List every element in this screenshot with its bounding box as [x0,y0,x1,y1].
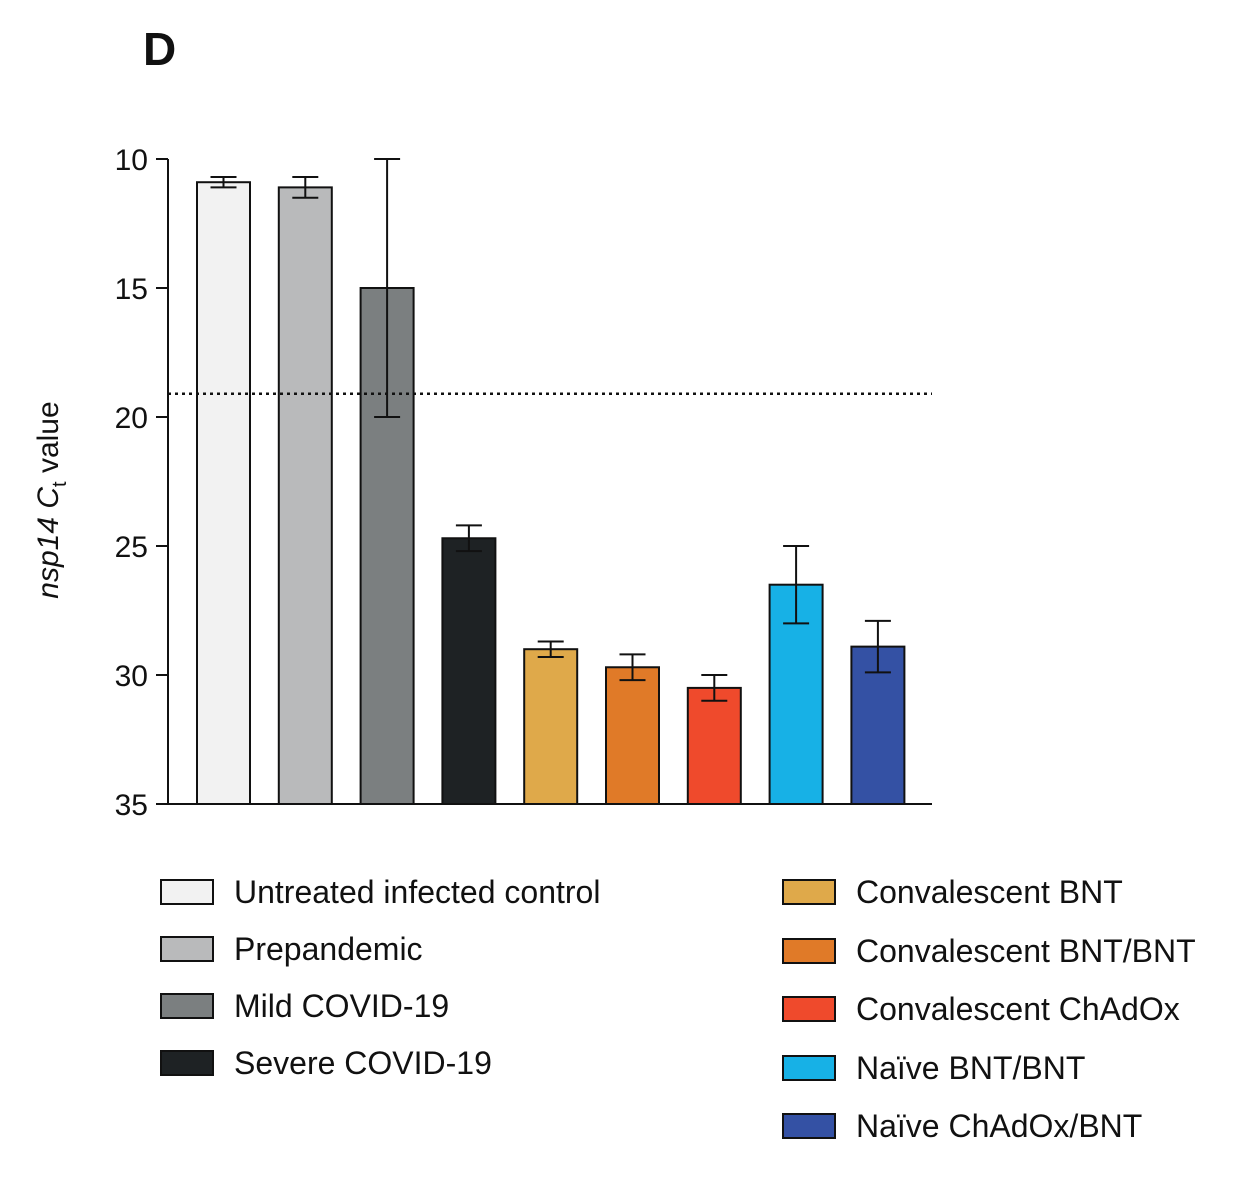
error-bar [292,176,319,199]
legend-swatch [782,879,836,905]
legend-label: Prepandemic [234,931,423,967]
error-bar [210,176,237,189]
legend-swatch [782,1113,836,1139]
error-bar [455,524,482,553]
legend-swatch [782,1054,836,1081]
y-tick-label: 30 [115,660,148,693]
bar [605,666,660,806]
legend-item: Convalescent BNT [782,876,1123,908]
legend-swatch [782,937,836,964]
bar [686,686,742,806]
y-tick-label: 35 [115,789,148,822]
bar [441,537,497,805]
legend-swatch [160,1050,214,1076]
legend-label: Untreated infected control [234,874,601,910]
legend-item: Convalescent ChAdOx [782,993,1180,1025]
error-bar [374,158,401,418]
legend-label: Severe COVID-19 [234,1045,492,1081]
legend-swatch [160,936,214,962]
legend-item: Severe COVID-19 [160,1047,492,1079]
bar [277,186,333,805]
error-bar [619,653,646,682]
legend-swatch [160,993,214,1019]
legend-label: Mild COVID-19 [234,988,450,1024]
bars [196,181,906,806]
y-axis-label-italic: nsp14 C [32,487,65,599]
y-tick-label: 10 [115,144,148,177]
y-tick-label: 25 [115,531,148,564]
legend-label: Naïve ChAdOx/BNT [856,1108,1143,1144]
panel-label: D [143,23,177,75]
y-axis-label: nsp14 Ct value [32,401,71,598]
legend-item: Mild COVID-19 [160,990,449,1022]
legend-label: Convalescent BNT [856,874,1123,910]
legend-item: Convalescent BNT/BNT [782,935,1196,967]
legend-swatch [160,879,214,905]
legend-label: Naïve BNT/BNT [856,1049,1086,1086]
y-tick-label: 20 [115,402,148,435]
legend-item: Naïve ChAdOx/BNT [782,1110,1142,1142]
y-axis: 10 15 20 25 30 35 [115,144,169,822]
y-axis-label-rest: value [32,401,65,481]
error-bar [701,674,728,702]
error-bar [864,619,891,674]
legend-item: Prepandemic [160,933,423,965]
legend-label: Convalescent BNT/BNT [856,932,1196,969]
y-tick-label: 15 [115,273,148,306]
bar [523,648,579,806]
legend-label: Convalescent ChAdOx [856,991,1180,1027]
legend-item: Naïve BNT/BNT [782,1052,1085,1084]
error-bar [537,640,564,658]
bar-chart: 10 15 20 25 30 35 nsp14 Ct value [32,144,932,822]
y-axis-label-subscript: t [49,481,71,487]
legend-item: Untreated infected control [160,876,600,908]
bar [196,181,251,806]
legend-swatch [782,996,836,1022]
error-bars [210,158,891,702]
error-bar [783,545,810,625]
